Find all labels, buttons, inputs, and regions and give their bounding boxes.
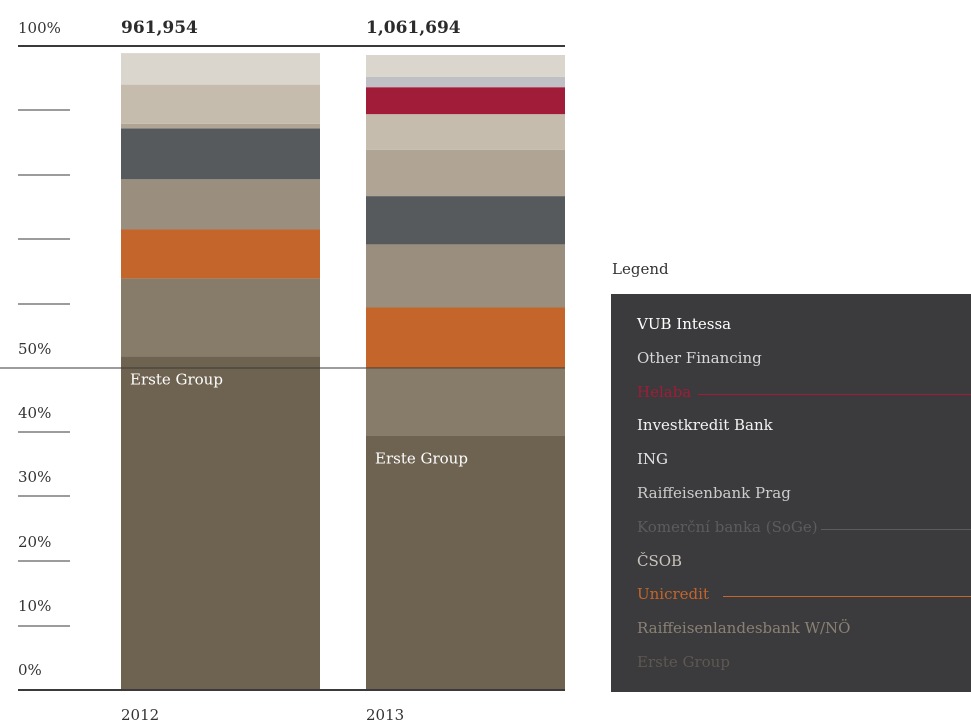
y-tick-label: 50% [18,340,51,358]
legend-item: Komerční banka (SoGe) [637,517,818,536]
bar-segment-2013-5 [366,149,565,197]
legend-item: ING [637,450,669,469]
bar-segment-2013-2 [366,307,565,369]
y-tick-label: 0% [18,661,42,679]
legend-item: Raiffeisenbank Prag [637,484,791,502]
legend-title: Legend [612,260,669,278]
legend-item: Unicredit [637,585,709,604]
bar-segment-2012-4 [121,128,320,180]
bar-segment-2012-3 [121,179,320,230]
legend-item: VUB Intessa [637,315,732,333]
bar-segment-label: Erste Group [130,370,223,388]
bar-segment-2012-1 [121,278,320,357]
bar-total-label: 1,061,694 [366,18,461,38]
bar-segment-2012-7 [121,84,320,124]
bar-segment-2013-7 [366,114,565,150]
bar-segment-2013-10 [366,55,565,77]
bar-segment-2012-0 [121,356,320,690]
bar-segment-2013-8 [366,87,565,115]
legend-connector-line [821,528,971,530]
legend-panel: VUB Intessa Other Financing Helaba Investkr… [611,294,971,692]
bar-segment-2013-4 [366,196,565,245]
legend-item: Helaba [637,382,692,401]
bar-segment-2013-3 [366,244,565,308]
legend-connector-line [698,393,971,395]
y-tick-label: 10% [18,597,51,615]
legend-item: Investkredit Bank [637,416,773,435]
legend-item: Erste Group [637,653,730,671]
bar-segment-2013-0 [366,435,565,690]
y-tick-label: 20% [18,533,51,551]
axis-layer [0,45,565,691]
legend-item: Other Financing [637,348,762,367]
bar-segment-2013-9 [366,76,565,88]
labels-layer: 0% 10% 20% 30% 40% 50% 100% 961,954 1,061,694 201… [18,18,468,724]
bar-segment-2012-6 [121,123,320,129]
bar-segment-label: Erste Group [375,450,468,468]
y-tick-label: 30% [18,468,51,486]
stacked-bar-chart: 0% 10% 20% 30% 40% 50% 100% 961,954 1,061,694 201… [0,18,565,724]
y-tick-label: 100% [18,19,61,37]
bar-total-label: 961,954 [121,18,198,38]
bar-segment-2012-10 [121,53,320,85]
legend-item: ČSOB [637,551,683,570]
x-category-label: 2012 [121,706,159,724]
legend-item: Raiffeisenlandesbank W/NÖ [637,619,851,638]
bar-segment-2012-2 [121,229,320,279]
y-tick-label: 40% [18,404,51,422]
legend-connector-line [722,596,971,598]
bar-segment-2013-1 [366,368,565,436]
x-category-label: 2013 [366,706,404,724]
bars-layer [121,53,565,690]
